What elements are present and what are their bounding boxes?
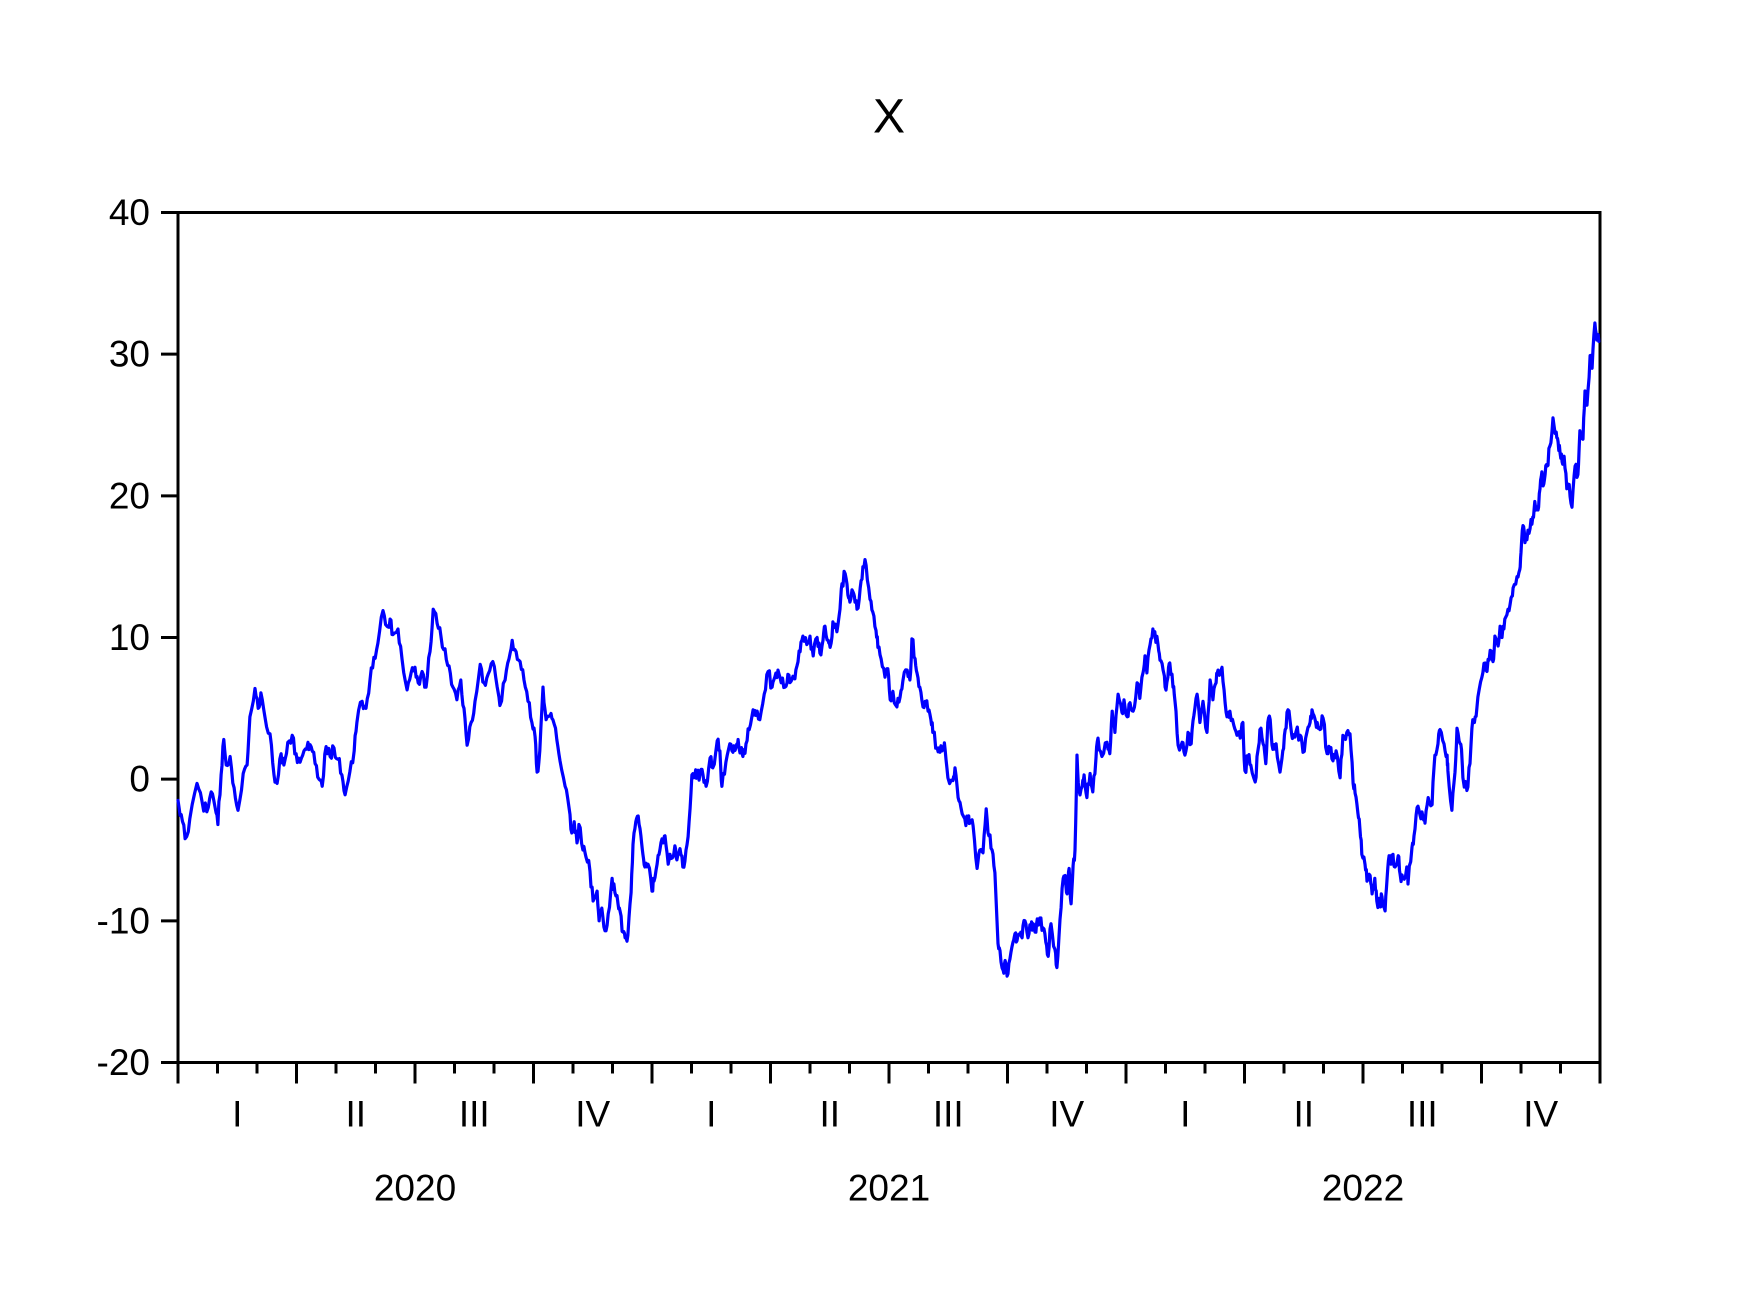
year-labels: 2020 2021 2022	[374, 1168, 1404, 1209]
quarter-label: IV	[575, 1094, 610, 1135]
quarter-label: III	[1407, 1094, 1438, 1135]
y-axis-ticks	[161, 211, 178, 1064]
quarter-label: I	[706, 1094, 716, 1135]
x-axis-ticks	[176, 1062, 1602, 1084]
y-tick-label: 30	[109, 334, 150, 375]
year-label: 2021	[848, 1168, 930, 1209]
quarter-label: I	[232, 1094, 242, 1135]
quarter-label: IV	[1523, 1094, 1558, 1135]
year-label: 2022	[1322, 1168, 1404, 1209]
quarter-label: III	[459, 1094, 490, 1135]
y-tick-label: -10	[97, 900, 150, 941]
quarter-label: IV	[1049, 1094, 1084, 1135]
quarter-label: II	[819, 1094, 840, 1135]
y-tick-label: 20	[109, 475, 150, 516]
year-label: 2020	[374, 1168, 456, 1209]
quarter-label: II	[345, 1094, 366, 1135]
y-axis-labels: -20 -10 0 10 20 30 40	[97, 192, 150, 1083]
y-tick-label: 10	[109, 617, 150, 658]
quarter-label: III	[933, 1094, 964, 1135]
plot-area-frame	[176, 211, 1602, 1064]
y-tick-label: 0	[129, 759, 150, 800]
y-tick-label: 40	[109, 192, 150, 233]
quarter-labels: I II III IV I II III IV I II III IV	[232, 1094, 1558, 1135]
quarter-label: I	[1180, 1094, 1190, 1135]
chart-title: X	[873, 91, 905, 144]
quarter-label: II	[1293, 1094, 1314, 1135]
y-tick-label: -20	[97, 1042, 150, 1083]
series-line	[176, 321, 1601, 978]
